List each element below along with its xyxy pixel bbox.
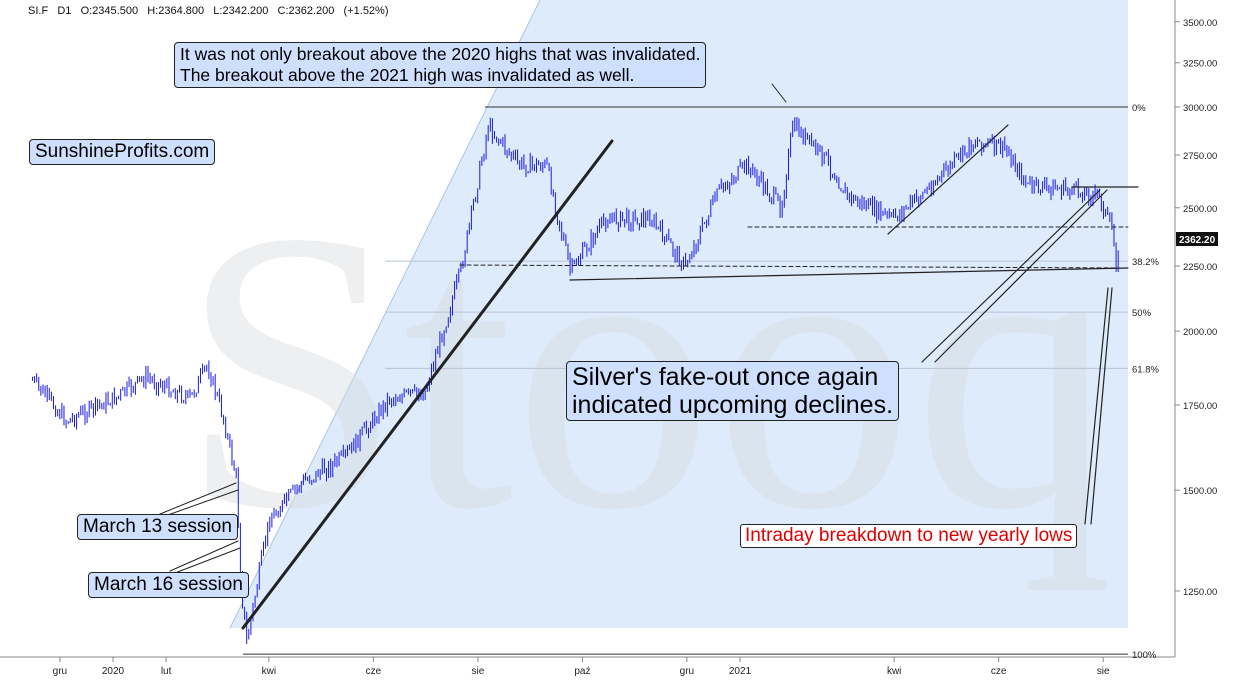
march13-label: March 13 session <box>77 514 238 540</box>
y-tick-label: 3250.00 <box>1183 59 1217 70</box>
rising-line-2021 <box>887 124 1009 235</box>
fib-label: 38.2% <box>1132 257 1159 268</box>
ohlc-values: O:2345.500 H:2364.800 L:2342.200 C:2362.… <box>80 5 389 17</box>
last-price-badge <box>1176 232 1218 246</box>
y-tick-label: 1750.00 <box>1183 401 1217 412</box>
y-tick-label: 2500.00 <box>1183 204 1217 215</box>
candles <box>31 117 1119 645</box>
fakeout-line2: indicated upcoming declines. <box>572 391 894 419</box>
fib-label: 0% <box>1132 103 1146 114</box>
y-tick-label: 2750.00 <box>1183 151 1217 162</box>
x-tick-label: 2020 <box>102 666 125 677</box>
x-tick-label: kwi <box>262 666 276 677</box>
x-tick-label: 2021 <box>729 666 752 677</box>
fib-retracement-area <box>230 0 1128 628</box>
pointer-march13-b <box>164 489 239 517</box>
y-tick-label: 3000.00 <box>1183 103 1217 114</box>
y-tick-label: 2250.00 <box>1183 262 1217 273</box>
fib-left-edge <box>229 0 541 629</box>
y-tick-label: 1500.00 <box>1183 486 1217 497</box>
x-axis: gru 2020 lut kwi cze sie paź gru 2021 kwi cze sie <box>53 657 1110 677</box>
site-text: SunshineProfits.com <box>35 141 210 162</box>
x-tick-label: kwi <box>887 666 901 677</box>
y-tick-label: 1250.00 <box>1183 587 1217 598</box>
pointer-intraday-b <box>1090 287 1113 525</box>
fib-label: 100% <box>1132 650 1157 661</box>
site-label: SunshineProfits.com <box>29 139 216 165</box>
breakout-callout: It was not only breakout above the 2020 … <box>174 42 707 88</box>
x-tick-label: sie <box>1097 666 1110 677</box>
pointer-march16-a <box>169 540 239 572</box>
x-tick-label: sie <box>471 666 484 677</box>
march13-text: March 13 session <box>83 516 232 537</box>
pointer-fakeout-a <box>921 189 1101 363</box>
support-line-2020 <box>569 267 1129 281</box>
x-tick-label: cze <box>991 666 1007 677</box>
x-tick-label: gru <box>53 666 67 677</box>
symbol: SI.F <box>28 5 49 17</box>
y-tick-label: 2000.00 <box>1183 327 1217 338</box>
fakeout-callout: Silver's fake-out once again indicated u… <box>566 361 900 421</box>
intraday-note: Intraday breakdown to new yearly lows <box>740 524 1078 548</box>
y-tick-label: 3500.00 <box>1183 18 1217 29</box>
pointer-intraday-a <box>1084 287 1109 525</box>
uptrend-line <box>241 139 614 630</box>
last-price-label: 2362.20 <box>1179 235 1216 246</box>
pointer-march13-a <box>159 482 237 515</box>
fakeout-line1: Silver's fake-out once again <box>572 363 879 391</box>
fib-label: 50% <box>1132 308 1152 319</box>
x-tick-label: lut <box>161 666 172 677</box>
breakout-line2: The breakout above the 2021 high was inv… <box>180 65 635 85</box>
pointer-march16-b <box>174 547 241 574</box>
march16-text: March 16 session <box>94 574 243 595</box>
pointer-breakout <box>771 83 787 103</box>
x-tick-label: cze <box>366 666 382 677</box>
trendlines <box>159 83 1139 630</box>
ohlc-header: SI.F D1 O:2345.500 H:2364.800 L:2342.200… <box>28 5 389 17</box>
y-axis: 3500.00 3250.00 3000.00 2750.00 2500.00 2250.… <box>1175 18 1217 598</box>
pointer-fakeout-b <box>934 189 1108 363</box>
support-dashed-2020 <box>459 264 1129 269</box>
x-tick-label: gru <box>680 666 694 677</box>
breakout-line1: It was not only breakout above the 2020 … <box>180 44 701 64</box>
interval: D1 <box>57 5 72 17</box>
march16-label: March 16 session <box>88 572 249 598</box>
intraday-text: Intraday breakdown to new yearly lows <box>745 525 1073 546</box>
x-tick-label: paź <box>574 666 590 677</box>
fib-label: 61.8% <box>1132 364 1159 375</box>
